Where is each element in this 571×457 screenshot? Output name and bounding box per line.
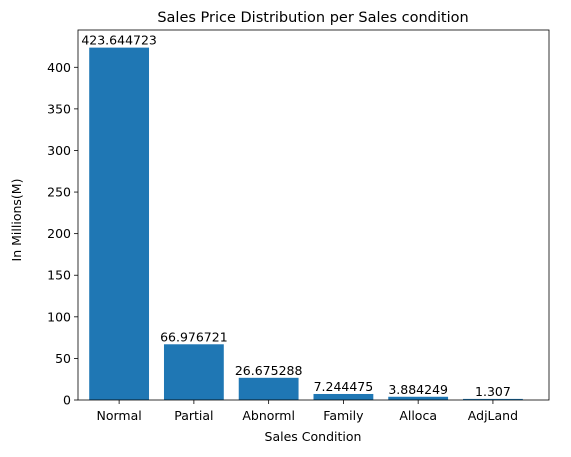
y-tick-label: 50	[55, 351, 71, 366]
bar-value-label: 7.244475	[314, 379, 374, 394]
chart-title: Sales Price Distribution per Sales condi…	[157, 10, 468, 26]
bar-value-label: 26.675288	[235, 363, 303, 378]
x-tick-label: Alloca	[399, 408, 437, 423]
y-tick-label: 250	[47, 185, 71, 200]
y-axis: 0 50 100 150 200 250 300 350 400	[47, 60, 78, 408]
plot-frame-rect	[77, 29, 550, 401]
x-tick-label: AdjLand	[468, 408, 518, 423]
bar-value-label: 3.884249	[388, 382, 448, 397]
y-tick-label: 0	[63, 393, 71, 408]
y-tick-label: 100	[47, 309, 71, 324]
x-tick-label: Normal	[97, 408, 142, 423]
y-tick-label: 400	[47, 60, 71, 75]
bar-value-label: 1.307	[475, 384, 511, 399]
y-axis-label: In Millions(M)	[9, 179, 24, 262]
y-tick-label: 350	[47, 101, 71, 116]
bar-value-label: 423.644723	[81, 33, 157, 48]
bar-abnorml	[238, 377, 299, 400]
x-axis-label: Sales Condition	[265, 429, 362, 444]
x-tick-label: Partial	[174, 408, 213, 423]
bar-family	[313, 393, 374, 400]
y-tick-label: 300	[47, 143, 71, 158]
y-tick-label: 200	[47, 226, 71, 241]
x-tick-label: Abnorml	[242, 408, 295, 423]
bar-normal	[89, 47, 150, 400]
bars-layer: 423.644723 66.976721 26.675288 7.244475 3.88…	[81, 33, 523, 400]
bar-value-label: 66.976721	[160, 329, 228, 344]
x-axis: Normal Partial Abnorml Family Alloca AdjLand	[97, 400, 518, 423]
bar-adjland	[463, 398, 523, 400]
bar-partial	[163, 344, 224, 400]
x-tick-label: Family	[323, 408, 364, 423]
plot-frame	[77, 29, 550, 401]
y-tick-label: 150	[47, 268, 71, 283]
bar-alloca	[388, 396, 449, 400]
